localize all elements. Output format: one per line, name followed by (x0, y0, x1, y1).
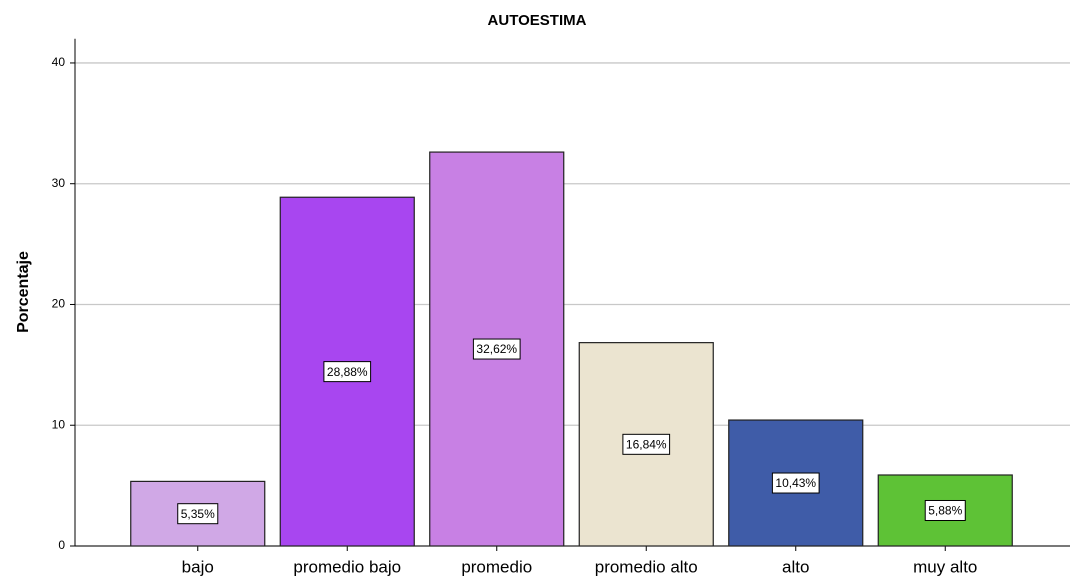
y-tick-label: 30 (52, 176, 66, 190)
value-label-box (472, 338, 521, 360)
value-label-box (323, 361, 372, 383)
y-tick-label: 40 (52, 55, 66, 69)
value-label: 5,88% (928, 504, 962, 518)
value-label: 28,88% (327, 365, 368, 379)
value-label-box (771, 472, 820, 494)
x-tick-label: promedio (461, 557, 532, 576)
y-tick-label: 0 (58, 538, 65, 552)
x-tick-label: promedio alto (595, 557, 698, 576)
value-label-box (177, 503, 219, 525)
y-tick-label: 10 (52, 417, 66, 431)
value-label: 5,35% (181, 507, 215, 521)
y-tick-label: 20 (52, 297, 66, 311)
x-tick-label: muy alto (913, 557, 977, 576)
x-tick-label: alto (782, 557, 809, 576)
chart-title: AUTOESTIMA (488, 12, 587, 29)
value-label: 16,84% (626, 437, 667, 451)
value-label-box (622, 433, 671, 455)
x-tick-label: bajo (182, 557, 214, 576)
x-tick-label: promedio bajo (293, 557, 401, 576)
value-label-box (924, 499, 966, 521)
y-axis-label: Porcentaje (15, 251, 32, 333)
value-label: 32,62% (476, 342, 517, 356)
value-label: 10,43% (775, 476, 816, 490)
